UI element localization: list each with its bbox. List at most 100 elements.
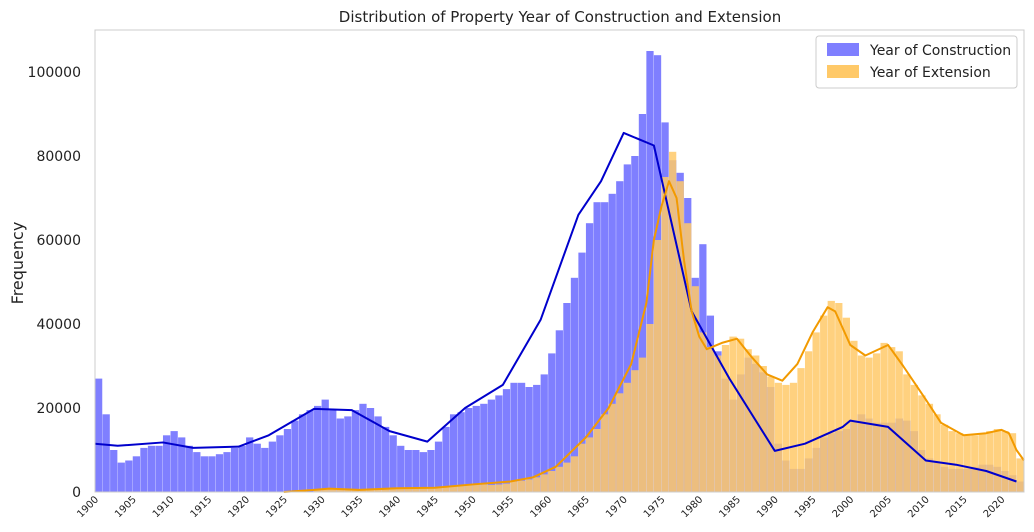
construction-bar-1946	[442, 426, 450, 492]
y-axis-label: Frequency	[8, 222, 27, 305]
extension-bar-1964	[578, 443, 586, 492]
construction-bar-1920	[246, 437, 254, 492]
extension-bar-2017	[978, 433, 986, 492]
x-tick-1990: 1990	[755, 494, 781, 520]
construction-bar-1933	[344, 416, 352, 492]
construction-bar-1958	[533, 384, 541, 492]
construction-bar-1928	[306, 410, 314, 492]
construction-bar-1962	[563, 303, 571, 492]
extension-bar-1971	[631, 370, 639, 492]
construction-bar-1926	[291, 420, 299, 492]
construction-bar-1945	[434, 441, 443, 492]
extension-bar-1989	[767, 376, 775, 492]
construction-bar-1914	[200, 456, 208, 492]
extension-bar-2007	[903, 374, 911, 492]
legend-box	[815, 35, 1018, 89]
extension-bar-2016	[971, 435, 979, 492]
construction-bar-1913	[193, 452, 201, 492]
kde-lines	[94, 131, 1025, 493]
extension-bar-1959	[540, 474, 548, 492]
x-tick-1960: 1960	[529, 494, 555, 520]
extension-bar-1935	[359, 489, 367, 492]
extension-bar-1939	[389, 488, 397, 492]
construction-bar-1927	[298, 414, 307, 492]
extension-bar-1933	[344, 489, 352, 492]
extension-bar-1958	[533, 477, 541, 492]
construction-bar-1971	[631, 156, 639, 492]
construction-bar-1944	[427, 450, 435, 492]
construction-bar-1952	[487, 399, 495, 492]
y-tick-40000: 40000	[36, 317, 81, 333]
construction-bar-1923	[268, 441, 276, 492]
legend-swatch-extension	[827, 65, 859, 78]
construction-bar-1947	[449, 414, 458, 492]
extension-bar-2000	[850, 340, 858, 492]
extension-bar-1997	[827, 300, 835, 492]
extension-bar-2002	[865, 357, 873, 492]
extension-bar-1974	[653, 240, 662, 492]
extension-bar-1982	[714, 355, 722, 492]
construction-bar-1956	[517, 382, 526, 492]
construction-bar-1921	[253, 443, 261, 492]
extension-bar-1996	[820, 315, 828, 492]
legend-swatch-construction	[827, 43, 859, 56]
y-axis-ticks: 0 20000 40000 60000 80000 100000	[28, 65, 81, 501]
extension-bar-1934	[351, 489, 360, 492]
chart-title: Distribution of Property Year of Constru…	[339, 8, 781, 26]
extension-bar-1952	[487, 484, 495, 492]
extension-bar-1983	[721, 345, 730, 492]
extension-bar-1991	[782, 384, 790, 492]
construction-bar-1908	[155, 445, 163, 492]
construction-bar-1961	[555, 330, 563, 492]
extension-bar-1954	[502, 483, 511, 492]
extension-bar-1998	[835, 303, 843, 492]
extension-bar-1973	[646, 324, 654, 492]
x-tick-1930: 1930	[302, 494, 328, 520]
construction-bar-1942	[412, 450, 420, 492]
x-tick-1965: 1965	[566, 494, 592, 520]
extension-bar-1963	[570, 456, 579, 492]
x-tick-1935: 1935	[340, 494, 366, 520]
x-tick-2000: 2000	[831, 494, 857, 520]
extension-bar-1950	[472, 483, 480, 492]
extension-bar-1976	[669, 151, 677, 493]
extension-bar-2022	[1016, 458, 1024, 492]
extension-bar-1987	[752, 355, 760, 492]
construction-bar-1968	[608, 193, 616, 493]
construction-bar-1964	[578, 252, 586, 492]
extension-bar-1984	[729, 336, 737, 492]
construction-bar-1957	[525, 387, 533, 492]
extension-bar-2004	[880, 342, 888, 492]
construction-bar-1906	[140, 447, 148, 492]
extension-bar-1962	[563, 462, 571, 492]
construction-bar-1924	[276, 435, 284, 492]
construction-bar-1950	[472, 405, 480, 492]
construction-bar-1935	[359, 403, 367, 492]
extension-bar-1941	[404, 488, 412, 492]
x-tick-2015: 2015	[944, 494, 970, 520]
extension-bar-1988	[759, 366, 767, 492]
construction-bar-1963	[570, 277, 579, 492]
extension-bar-1951	[480, 484, 488, 492]
extension-bar-1967	[601, 414, 609, 492]
construction-bar-1912	[185, 445, 193, 492]
extension-bar-1986	[744, 349, 752, 492]
extension-bar-2010	[925, 403, 934, 492]
extension-bar-2009	[918, 395, 926, 492]
construction-bar-1904	[125, 460, 133, 492]
extension-bar-1977	[676, 181, 684, 492]
x-tick-1920: 1920	[226, 494, 252, 520]
x-tick-1970: 1970	[604, 494, 630, 520]
extension-bar-1985	[736, 338, 745, 492]
extension-bar-2021	[1008, 433, 1017, 492]
construction-bar-1936	[366, 408, 375, 492]
extension-bar-1975	[661, 177, 669, 492]
construction-bar-1915	[208, 456, 216, 492]
extension-bar-1961	[555, 466, 563, 492]
construction-bar-1949	[465, 408, 473, 492]
construction-bar-1966	[593, 202, 601, 492]
extension-bar-2001	[857, 355, 866, 492]
extension-bar-1942	[412, 488, 420, 492]
extension-bar-1966	[593, 429, 601, 492]
